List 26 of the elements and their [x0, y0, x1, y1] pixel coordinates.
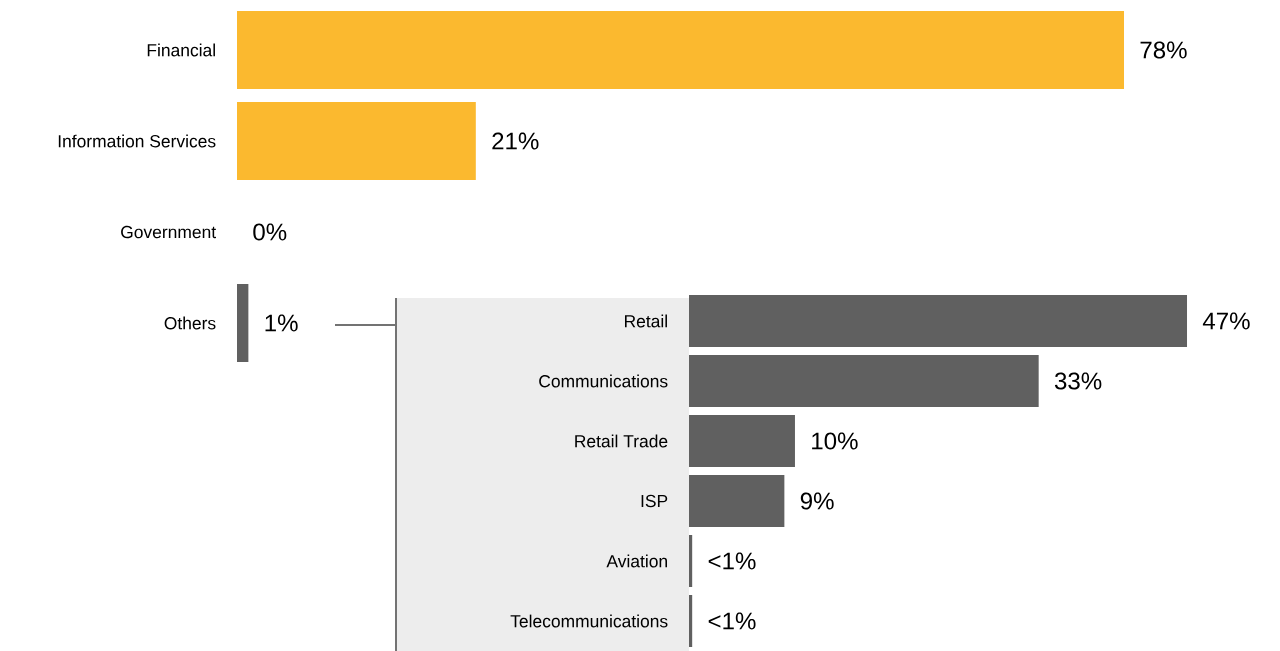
- data-label: <1%: [708, 552, 756, 570]
- y-tick-label: Information Services: [58, 134, 216, 148]
- bar: [689, 295, 1188, 348]
- y-tick-label: Financial: [147, 43, 215, 57]
- data-label: 47%: [1202, 312, 1250, 330]
- y-tick-label: Telecommunications: [510, 614, 668, 628]
- data-label: 9%: [800, 492, 834, 510]
- y-tick-label: Others: [164, 316, 216, 330]
- bar: [689, 475, 785, 528]
- y-tick-label: Retail Trade: [575, 434, 668, 448]
- bar: [689, 595, 693, 648]
- data-label: 21%: [492, 132, 539, 150]
- y-tick-label: Government: [121, 225, 216, 239]
- data-label: 1%: [265, 314, 298, 332]
- y-tick-label: Retail: [625, 314, 667, 328]
- data-label: 33%: [1054, 372, 1102, 390]
- y-tick-label: ISP: [641, 494, 668, 508]
- y-tick-label: Aviation: [606, 554, 668, 568]
- y-tick-label: Communications: [539, 374, 668, 388]
- bar: [689, 355, 1039, 408]
- data-label: <1%: [708, 612, 756, 630]
- data-label: 10%: [812, 432, 858, 450]
- data-label: 78%: [1140, 41, 1187, 59]
- bar: [689, 415, 795, 468]
- bar: [689, 535, 693, 588]
- data-label: 0%: [253, 223, 287, 241]
